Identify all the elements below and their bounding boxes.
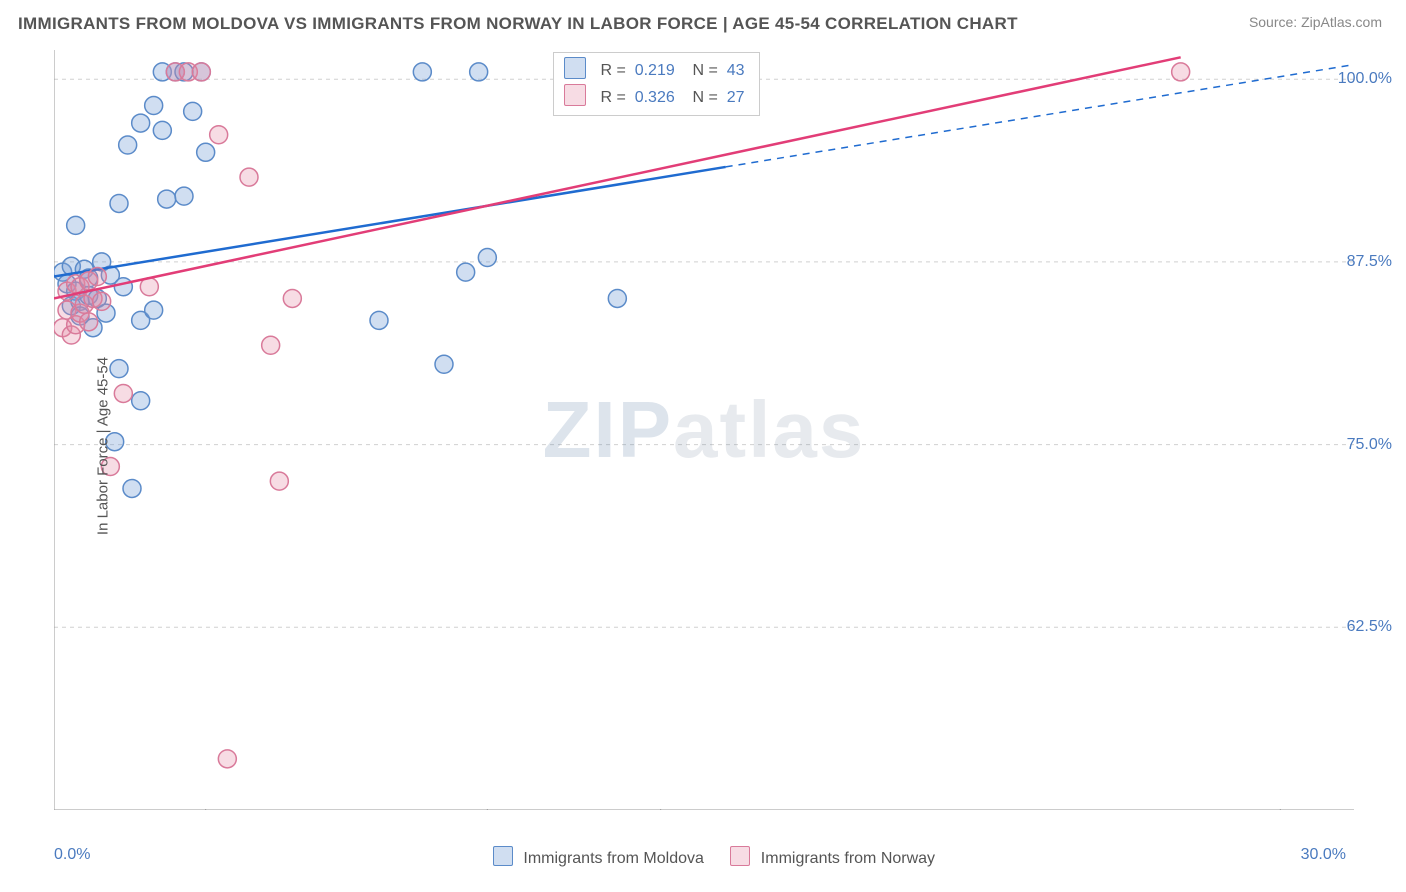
data-point bbox=[88, 268, 106, 286]
data-point bbox=[158, 190, 176, 208]
data-point bbox=[262, 336, 280, 354]
data-point bbox=[145, 97, 163, 115]
legend-row-norway: R = 0.326 N = 27 bbox=[564, 84, 745, 111]
legend-row-moldova: R = 0.219 N = 43 bbox=[564, 57, 745, 84]
data-point bbox=[457, 263, 475, 281]
data-point bbox=[114, 278, 132, 296]
data-point bbox=[370, 311, 388, 329]
data-point bbox=[110, 360, 128, 378]
data-point bbox=[608, 289, 626, 307]
data-point bbox=[110, 194, 128, 212]
data-point bbox=[145, 301, 163, 319]
chart-plot-area: ZIPatlas bbox=[54, 50, 1354, 810]
y-tick-label: 75.0% bbox=[1347, 436, 1392, 454]
data-point bbox=[197, 143, 215, 161]
data-point bbox=[132, 392, 150, 410]
bottom-legend: Immigrants from Moldova Immigrants from … bbox=[0, 846, 1406, 868]
y-tick-label: 62.5% bbox=[1347, 618, 1392, 636]
chart-svg bbox=[54, 50, 1354, 810]
data-point bbox=[470, 63, 488, 81]
chart-title: IMMIGRANTS FROM MOLDOVA VS IMMIGRANTS FR… bbox=[18, 14, 1018, 34]
data-point bbox=[478, 249, 496, 267]
legend-swatch-moldova bbox=[493, 846, 513, 866]
data-point bbox=[270, 472, 288, 490]
data-point bbox=[114, 384, 132, 402]
trend-line bbox=[54, 167, 726, 277]
y-axis-label: In Labor Force | Age 45-54 bbox=[95, 357, 112, 535]
data-point bbox=[132, 114, 150, 132]
source-label: Source: ZipAtlas.com bbox=[1249, 14, 1382, 30]
data-point bbox=[93, 292, 111, 310]
data-point bbox=[210, 126, 228, 144]
data-point bbox=[175, 187, 193, 205]
trend-line-extension bbox=[726, 65, 1354, 167]
data-point bbox=[153, 121, 171, 139]
legend-label-moldova: Immigrants from Moldova bbox=[523, 850, 704, 867]
data-point bbox=[67, 216, 85, 234]
data-point bbox=[192, 63, 210, 81]
legend-swatch-norway bbox=[730, 846, 750, 866]
data-point bbox=[1172, 63, 1190, 81]
data-point bbox=[413, 63, 431, 81]
legend-label-norway: Immigrants from Norway bbox=[761, 850, 935, 867]
data-point bbox=[119, 136, 137, 154]
data-point bbox=[184, 102, 202, 120]
correlation-legend: R = 0.219 N = 43 R = 0.326 N = 27 bbox=[553, 52, 760, 116]
data-point bbox=[240, 168, 258, 186]
y-tick-label: 87.5% bbox=[1347, 253, 1392, 271]
data-point bbox=[435, 355, 453, 373]
legend-swatch-icon bbox=[564, 57, 586, 79]
data-point bbox=[283, 289, 301, 307]
y-tick-label: 100.0% bbox=[1338, 70, 1392, 88]
legend-swatch-icon bbox=[564, 84, 586, 106]
data-point bbox=[123, 479, 141, 497]
data-point bbox=[80, 313, 98, 331]
data-point bbox=[218, 750, 236, 768]
